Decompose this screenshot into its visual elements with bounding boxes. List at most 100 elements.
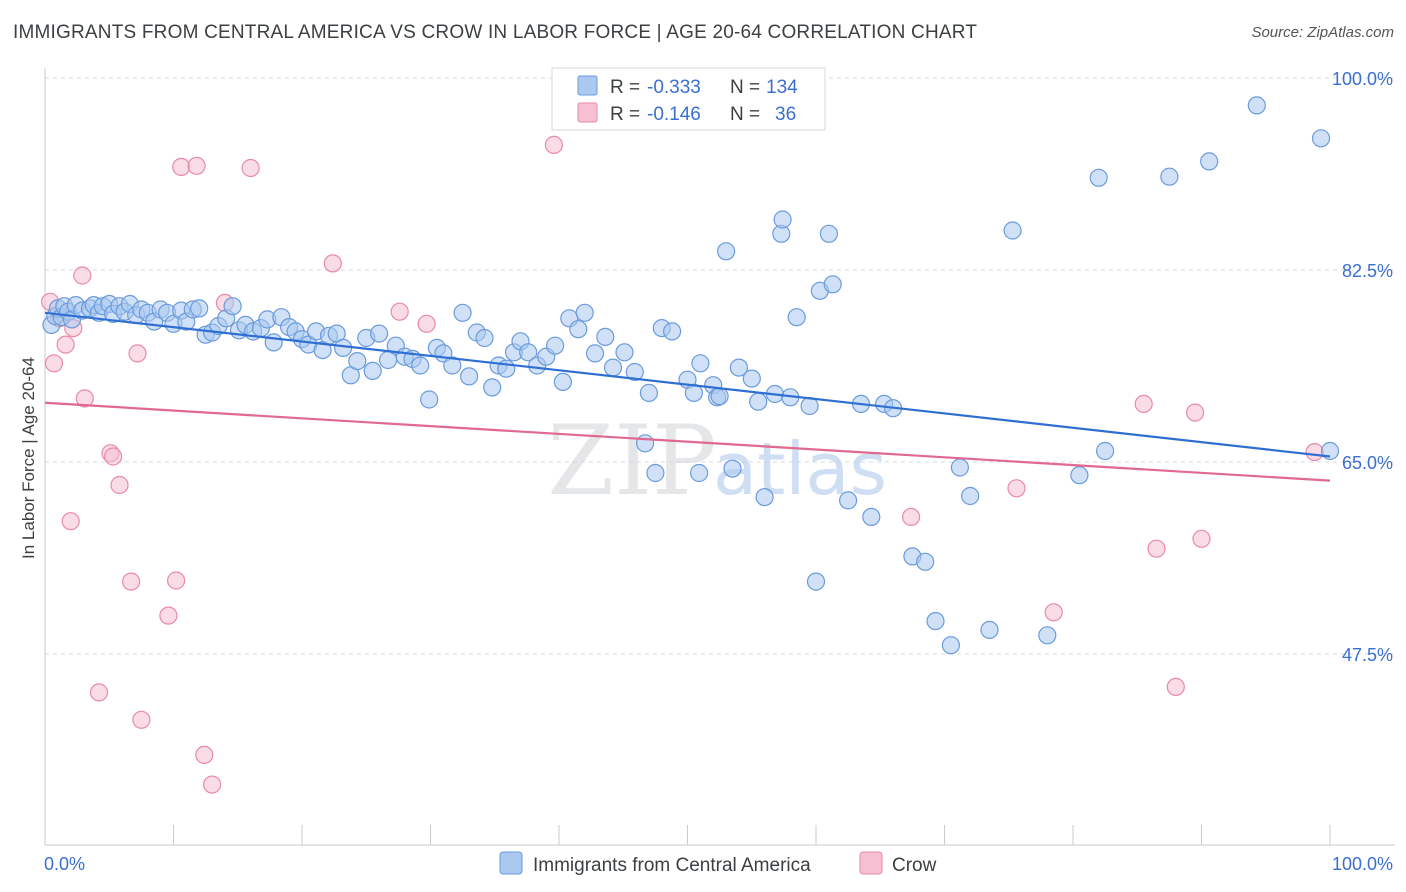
legend-label-crow: Crow [892,855,937,876]
crow-point-35 [1305,443,1324,462]
central-america-point-85 [625,362,644,382]
crow-point-3 [56,335,75,354]
central-america-point-100 [729,358,749,377]
crow-point-25 [417,314,436,333]
crow-point-13 [128,344,147,363]
y-axis-label: In Labor Force | Age 20-64 [19,357,38,559]
central-america-point-129 [1089,168,1108,187]
legend-label-central-america: Immigrants from Central America [533,855,811,876]
crow-point-24 [390,302,409,321]
central-america-point-88 [646,463,665,483]
central-america-point-86 [635,434,655,453]
crow-point-23 [323,254,342,273]
central-america-point-67 [475,328,494,348]
central-america-point-51 [348,352,367,371]
central-america-point-94 [691,354,710,373]
watermark-atlas: atlas [713,427,887,511]
crow-point-11 [110,475,129,495]
y-tick-label-2: 82.5% [1342,261,1393,281]
crow-point-31 [1147,539,1166,558]
central-america-point-87 [639,383,659,402]
central-america-point-112 [819,224,839,243]
crow-point-19 [195,745,214,765]
crow-point-28 [1007,479,1026,498]
stats-swatch-pink [577,102,598,123]
crow-point-26 [544,135,564,154]
stats-n-value-blue: 134 [766,77,798,98]
central-america-point-124 [961,486,980,506]
central-america-point-113 [823,275,842,294]
central-america-point-65 [460,367,479,386]
axes [44,68,1395,846]
crow-point-22 [241,158,260,178]
central-america-point-130 [1095,441,1115,461]
y-tick-label-3: 100.0% [1332,69,1393,89]
central-america-point-73 [519,343,538,362]
central-america-point-121 [926,611,945,631]
central-america-point-80 [575,303,594,322]
central-america-point-68 [483,378,502,397]
legend-swatch-crow [859,851,883,875]
central-america-point-63 [443,356,462,375]
crow-point-12 [122,572,141,591]
central-america-point-54 [370,324,389,343]
crow-point-29 [1044,603,1063,622]
central-america-points [42,96,1340,655]
crow-point-27 [901,507,921,527]
watermark: ZIP atlas [547,405,887,517]
central-america-point-102 [749,392,768,411]
crow-point-6 [73,266,92,285]
stats-n-value-pink: 36 [775,104,796,125]
central-america-point-82 [596,327,615,346]
crow-point-17 [172,157,191,176]
crow-point-4 [61,512,80,531]
central-america-point-59 [411,356,430,375]
central-america-point-114 [838,491,858,510]
crow-point-14 [132,710,151,729]
stats-n-label-blue: N = [730,77,760,98]
x-tick-label-1: 100.0% [1332,854,1393,874]
x-tick-label-0: 0.0% [44,854,85,874]
series-legend: Immigrants from Central America Crow [499,851,937,876]
crow-point-34 [1192,529,1211,548]
crow-point-18 [187,156,206,175]
source-credit: Source: ZipAtlas.com [1251,24,1394,41]
crow-trend-line [44,401,1331,482]
central-america-point-97 [710,387,729,406]
crow-point-15 [159,606,178,625]
central-america-point-53 [363,361,382,380]
central-america-point-101 [742,369,761,388]
central-america-point-98 [716,242,736,261]
stats-r-value-blue: -0.333 [647,77,701,98]
central-america-point-106 [773,210,792,229]
crow-point-33 [1185,403,1205,422]
stats-r-value-pink: -0.146 [647,104,701,125]
central-america-point-76 [545,336,565,355]
central-america-point-108 [787,308,806,327]
central-america-trend-line [44,311,1331,458]
central-america-point-134 [1311,129,1331,148]
chart-title: IMMIGRANTS FROM CENTRAL AMERICA VS CROW … [13,22,978,43]
y-tick-labels: 47.5% 65.0% 82.5% 100.0% [1332,69,1393,665]
x-tick-labels: 0.0% 100.0% [44,854,1393,874]
crow-point-1 [44,354,64,373]
central-america-point-123 [950,458,970,477]
central-america-point-84 [615,343,634,362]
stats-r-label-blue: R = [610,77,640,98]
crow-point-8 [89,683,109,702]
y-tick-label-0: 47.5% [1342,645,1393,665]
central-america-point-126 [1003,221,1022,240]
central-america-point-28 [190,299,209,318]
stats-r-label-pink: R = [610,104,640,125]
central-america-point-60 [420,390,439,409]
stats-legend: R = -0.333 N = 134 R = -0.146 N = 36 [551,67,826,131]
central-america-point-64 [453,303,472,322]
central-america-point-125 [980,620,999,640]
central-america-point-90 [662,322,682,341]
central-america-point-81 [585,344,605,363]
legend-swatch-central-america [499,851,523,875]
central-america-point-39 [264,333,283,352]
central-america-point-133 [1247,96,1266,115]
central-america-point-99 [723,459,742,478]
